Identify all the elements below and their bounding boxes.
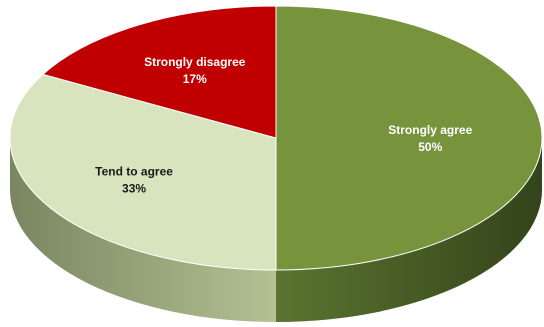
percent-label: 33% [122, 182, 146, 196]
data-label-strongly-agree: Strongly agree 50% [388, 123, 472, 154]
pie-side-tend-to-agree [10, 138, 276, 322]
pie-sides [10, 138, 542, 322]
pie-tops [9, 5, 543, 271]
category-label: Strongly disagree [144, 55, 246, 69]
data-label-tend-to-agree: Tend to agree 33% [95, 165, 173, 196]
data-label-strongly-disagree: Strongly disagree 17% [144, 55, 246, 86]
pie-slice-strongly-disagree [41, 5, 277, 139]
pie-labels: Strongly agree 50% Tend to agree 33% Strongl… [95, 55, 472, 196]
pie-side-strongly-agree [276, 138, 542, 322]
percent-label: 17% [183, 72, 207, 86]
pie-slice-strongly-agree [275, 5, 543, 271]
percent-label: 50% [418, 140, 442, 154]
pie-slice-tend-to-agree [9, 73, 277, 271]
category-label: Tend to agree [95, 165, 173, 179]
category-label: Strongly agree [388, 123, 472, 137]
